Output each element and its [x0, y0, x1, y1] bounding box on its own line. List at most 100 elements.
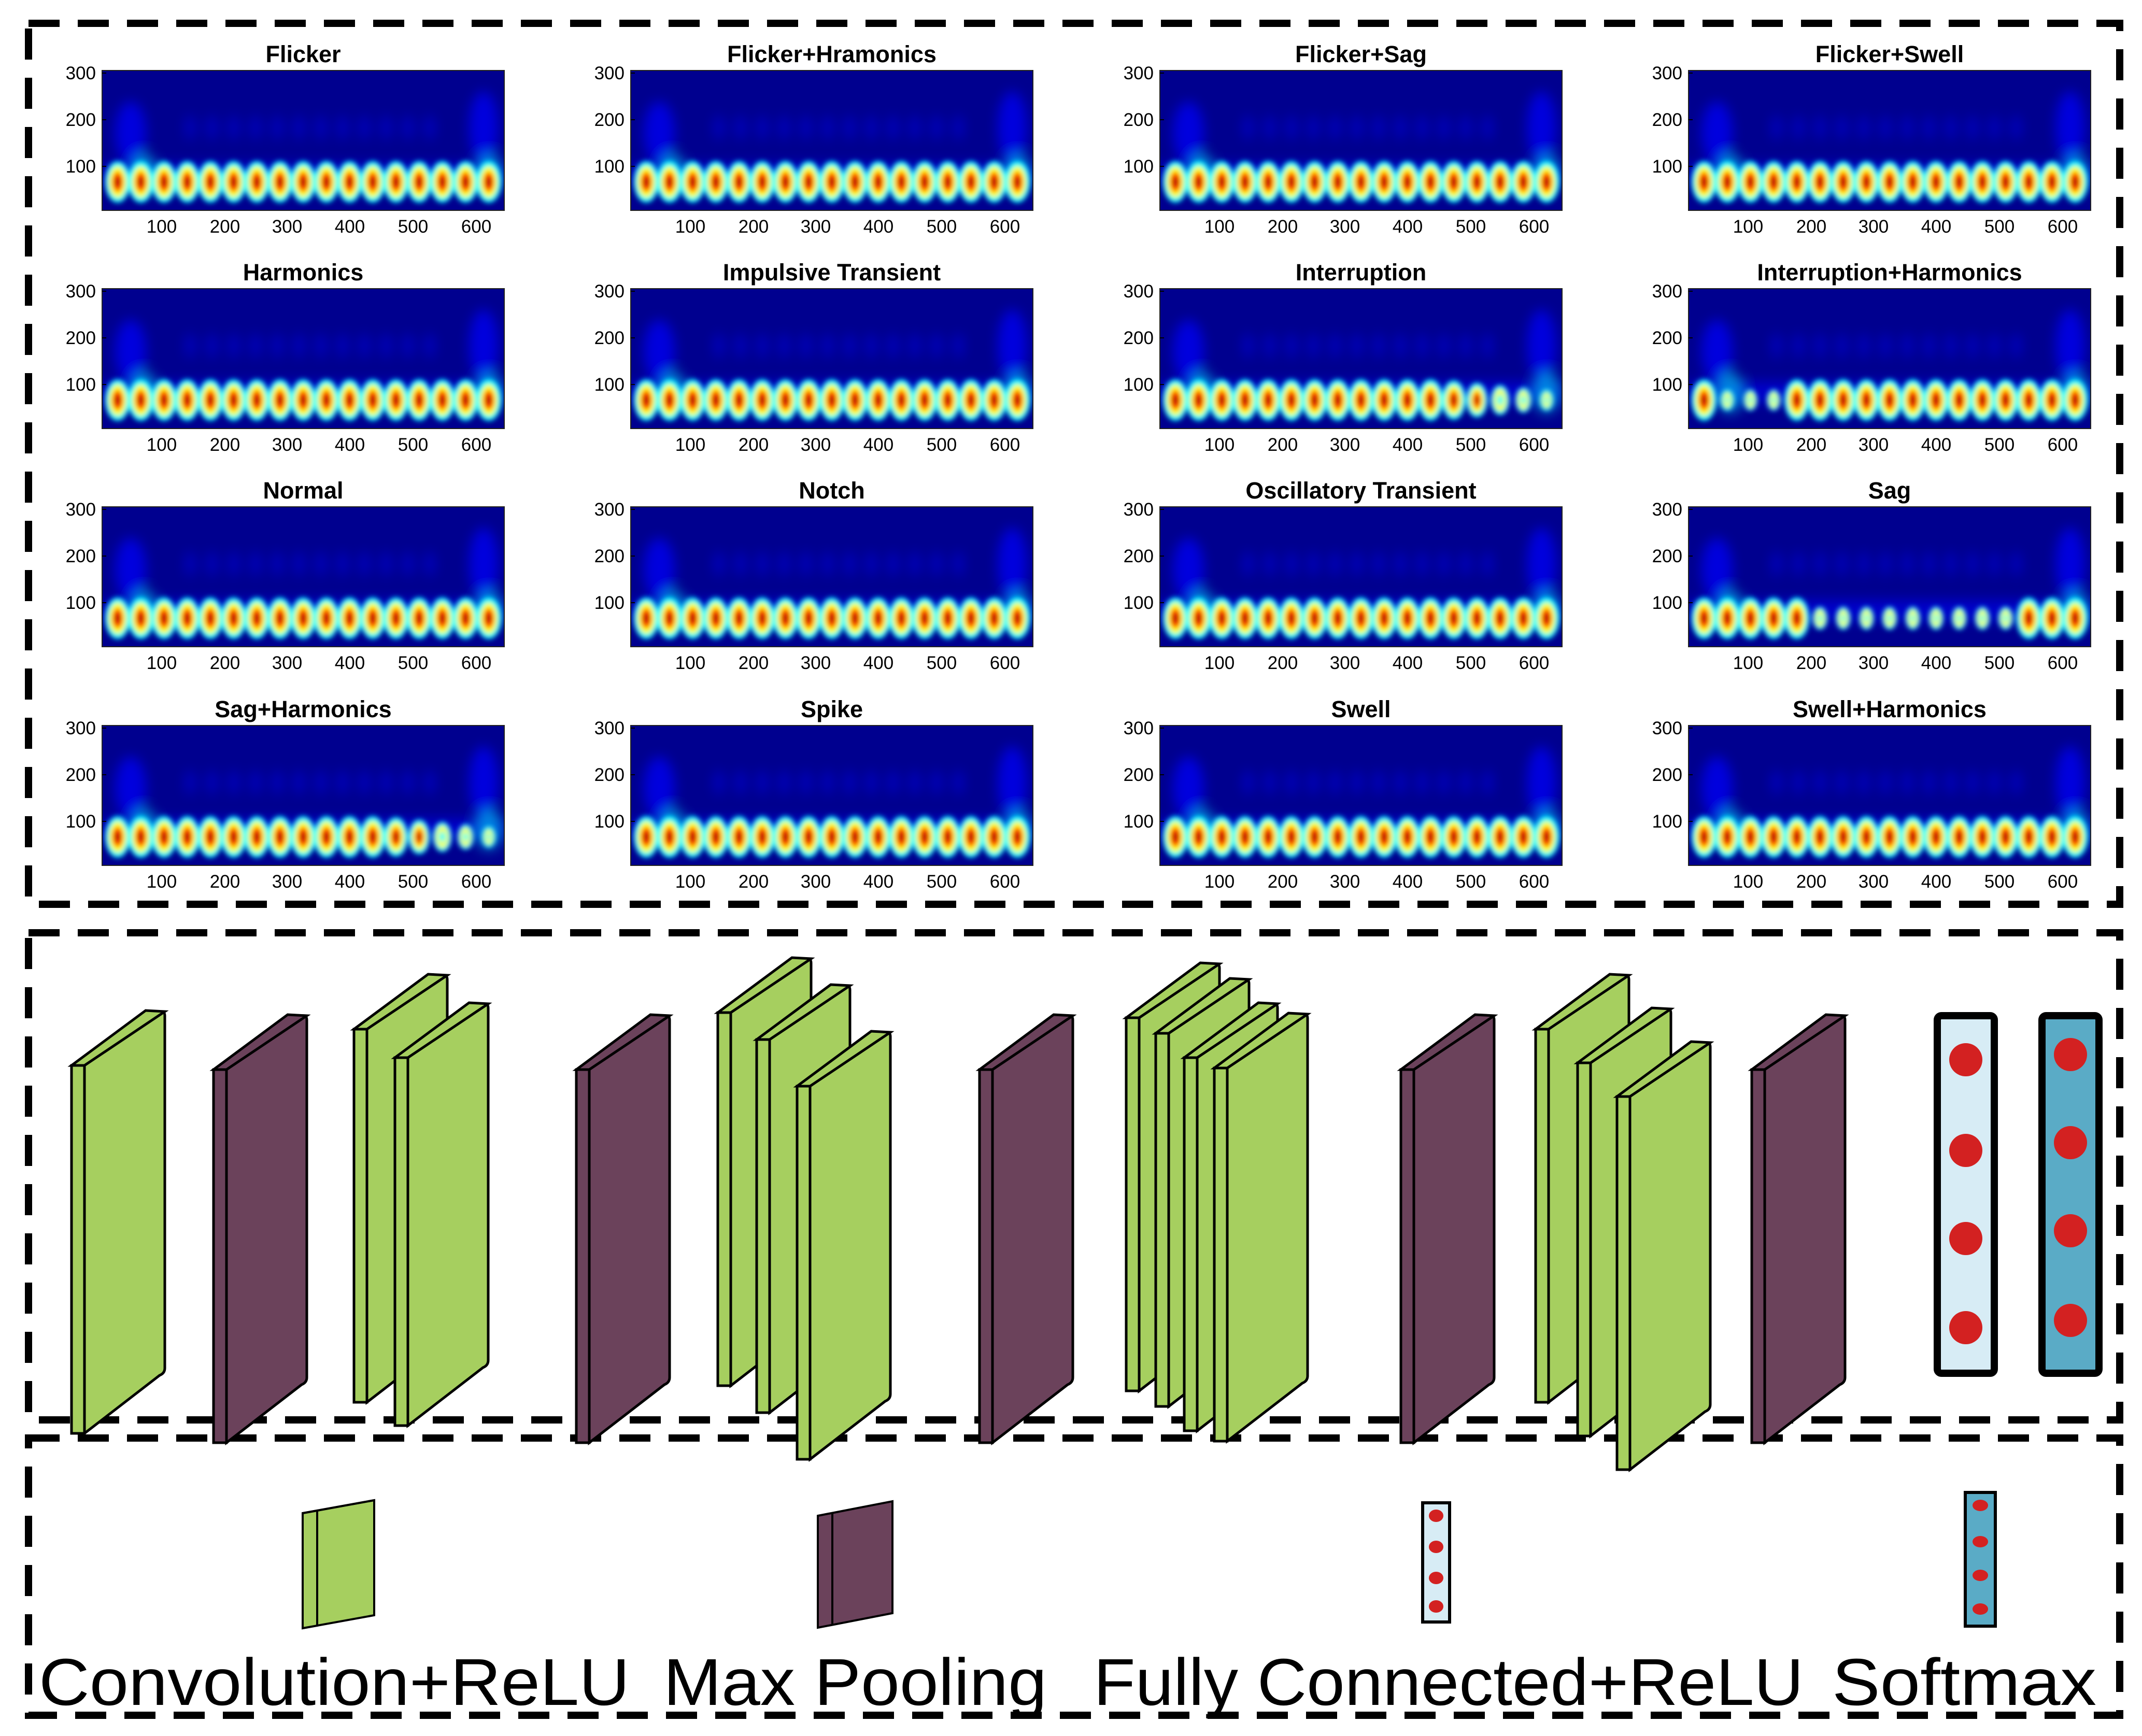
legend-section-frame	[25, 1434, 2123, 1719]
legend-pool-icon	[817, 1500, 893, 1629]
spectrogram-heatmap	[631, 70, 1033, 210]
x-tick-label: 100	[1204, 217, 1235, 237]
x-tick-label: 500	[1984, 653, 2015, 673]
x-tick-label: 200	[210, 435, 240, 455]
x-tick-label: 600	[461, 217, 491, 237]
spectrogram-panel: Interruption 300 200 100 100 200 300 400 500 600	[1124, 259, 1563, 455]
legend-label-pool: Max Pooling	[663, 1645, 1047, 1719]
spectrogram-heatmap	[102, 289, 504, 429]
x-tick-label: 600	[2048, 872, 2078, 892]
y-tick-label: 200	[1652, 328, 1682, 348]
x-tick-label: 500	[927, 653, 957, 673]
y-tick-label: 300	[1652, 718, 1682, 738]
y-tick-label: 100	[594, 593, 625, 613]
x-tick-label: 200	[1796, 217, 1826, 237]
y-tick-label: 100	[594, 375, 625, 395]
x-tick-label: 500	[1984, 217, 2015, 237]
x-tick-label: 100	[675, 435, 705, 455]
y-tick-label: 100	[66, 156, 96, 177]
spectrogram-panel: Flicker+Swell 300 200 100 100 200 300 400 500 600	[1652, 41, 2091, 237]
spectrogram-title: Harmonics	[243, 259, 364, 286]
maxpool-layer	[209, 1013, 311, 1446]
x-tick-label: 400	[1921, 217, 1951, 237]
y-tick-label: 100	[1652, 156, 1682, 177]
spectrogram-title: Flicker	[265, 41, 341, 67]
x-tick-label: 100	[675, 653, 705, 673]
spectrogram-heatmap	[1160, 507, 1562, 647]
x-tick-label: 400	[1921, 872, 1951, 892]
x-tick-label: 200	[1268, 872, 1298, 892]
x-tick-label: 400	[863, 435, 893, 455]
x-tick-label: 300	[801, 872, 831, 892]
spectrogram-panel: Swell 300 200 100 100 200 300 400 500 600	[1124, 696, 1563, 892]
spectrogram-title: Flicker+Swell	[1815, 41, 1964, 67]
spectrogram-panel: Flicker+Sag 300 200 100 100 200 300 400 500 600	[1124, 41, 1563, 237]
x-tick-label: 400	[335, 435, 365, 455]
x-tick-label: 400	[1393, 872, 1423, 892]
y-tick-label: 200	[66, 765, 96, 785]
y-tick-label: 100	[66, 593, 96, 613]
spectrogram-heatmap	[1160, 725, 1562, 865]
spectrogram-title: Normal	[263, 477, 343, 504]
x-tick-label: 100	[147, 872, 177, 892]
maxpool-layer	[975, 1013, 1077, 1446]
y-tick-label: 200	[594, 110, 625, 130]
spectrogram-title: Spike	[801, 696, 863, 722]
spectrogram-title: Oscillatory Transient	[1245, 477, 1476, 504]
x-tick-label: 100	[1733, 435, 1763, 455]
legend-label-softmax: Softmax	[1832, 1645, 2096, 1719]
x-tick-label: 600	[2048, 435, 2078, 455]
x-tick-label: 100	[147, 435, 177, 455]
x-tick-label: 300	[1859, 435, 1889, 455]
x-tick-label: 400	[1393, 435, 1423, 455]
x-tick-label: 100	[1204, 872, 1235, 892]
y-tick-label: 100	[1124, 593, 1154, 613]
y-tick-label: 300	[1652, 500, 1682, 520]
y-tick-label: 200	[1652, 546, 1682, 566]
x-tick-label: 100	[1733, 653, 1763, 673]
x-tick-label: 100	[1204, 653, 1235, 673]
spectrogram-title: Swell	[1331, 696, 1391, 722]
x-tick-label: 600	[2048, 653, 2078, 673]
spectrogram-title: Flicker+Sag	[1295, 41, 1427, 67]
spectrogram-title: Interruption	[1296, 259, 1426, 286]
conv-layer	[793, 1030, 895, 1462]
x-tick-label: 400	[1921, 653, 1951, 673]
conv-layer	[1210, 1012, 1312, 1444]
x-tick-label: 100	[147, 653, 177, 673]
spectrogram-panel: Notch 300 200 100 100 200 300 400 500 600	[594, 477, 1033, 673]
spectrogram-panel: Normal 300 200 100 100 200 300 400 500 600	[66, 477, 505, 673]
y-tick-label: 100	[1652, 812, 1682, 832]
x-tick-label: 400	[863, 217, 893, 237]
y-tick-label: 100	[1124, 156, 1154, 177]
spectrogram-heatmap	[102, 725, 504, 865]
y-tick-label: 300	[1124, 63, 1154, 83]
y-tick-label: 100	[66, 812, 96, 832]
x-tick-label: 300	[1330, 435, 1360, 455]
architecture-section-frame	[25, 929, 2123, 1424]
x-tick-label: 300	[1330, 653, 1360, 673]
spectrogram-heatmap	[631, 507, 1033, 647]
x-tick-label: 100	[1204, 435, 1235, 455]
softmax-layer	[2038, 1012, 2103, 1377]
spectrogram-heatmap	[1689, 507, 2091, 647]
spectrogram-title: Sag	[1868, 477, 1911, 504]
x-tick-label: 400	[1393, 653, 1423, 673]
spectrogram-title: Interruption+Harmonics	[1757, 259, 2022, 286]
spectrogram-heatmap	[1689, 70, 2091, 210]
y-tick-label: 300	[594, 281, 625, 302]
x-tick-label: 500	[398, 435, 428, 455]
conv-layer	[1613, 1040, 1714, 1473]
spectrogram-panel: Sag 300 200 100 100 200 300 400 500 600	[1652, 477, 2091, 673]
x-tick-label: 600	[461, 435, 491, 455]
x-tick-label: 200	[210, 872, 240, 892]
x-tick-label: 500	[1456, 217, 1486, 237]
x-tick-label: 600	[990, 653, 1020, 673]
conv-layer	[391, 1001, 492, 1429]
x-tick-label: 600	[461, 872, 491, 892]
x-tick-label: 300	[801, 435, 831, 455]
y-tick-label: 200	[1124, 328, 1154, 348]
x-tick-label: 600	[461, 653, 491, 673]
spectrogram-heatmap	[102, 507, 504, 647]
y-tick-label: 300	[66, 63, 96, 83]
